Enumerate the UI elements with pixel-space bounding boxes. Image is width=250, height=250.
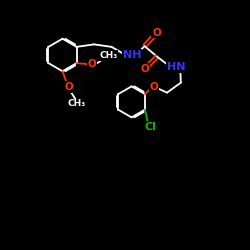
Text: Cl: Cl	[144, 122, 156, 132]
Text: CH₃: CH₃	[99, 51, 117, 60]
Text: O: O	[150, 82, 158, 92]
Text: NH: NH	[123, 50, 141, 59]
Text: O: O	[64, 82, 73, 92]
Text: O: O	[88, 59, 96, 69]
Text: CH₃: CH₃	[68, 99, 86, 108]
Text: HN: HN	[167, 62, 186, 72]
Text: O: O	[152, 28, 161, 38]
Text: O: O	[140, 64, 149, 74]
